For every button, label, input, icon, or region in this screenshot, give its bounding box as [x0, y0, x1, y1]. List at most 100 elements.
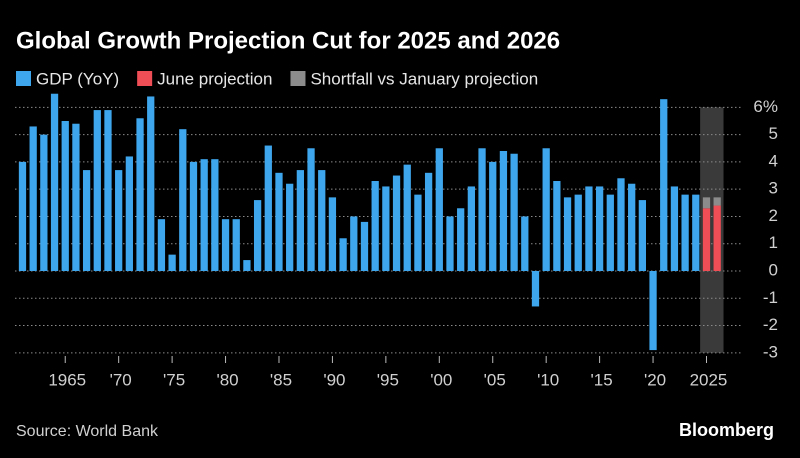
bar — [489, 161, 497, 271]
bar — [446, 216, 454, 271]
y-tick-label: 4 — [769, 151, 778, 170]
bar — [563, 197, 572, 271]
bar — [606, 194, 614, 271]
legend-label: June projection — [157, 69, 272, 88]
bar — [574, 194, 582, 271]
bar — [392, 175, 401, 271]
bar — [232, 219, 240, 271]
x-tick-label: '10 — [537, 370, 559, 389]
bar — [264, 145, 272, 271]
bar — [424, 172, 433, 271]
bar — [371, 181, 379, 271]
bar — [692, 194, 700, 271]
bar — [18, 161, 27, 271]
bar — [531, 271, 540, 307]
bar — [499, 151, 508, 271]
bar — [435, 148, 443, 271]
bar — [702, 208, 711, 271]
bar — [478, 148, 486, 271]
y-tick-label: 5 — [769, 124, 778, 143]
bar — [628, 183, 636, 271]
bar — [275, 172, 283, 271]
x-tick-label: '05 — [484, 370, 506, 389]
bar — [617, 178, 625, 271]
y-tick-label: 2 — [769, 206, 778, 225]
bar — [296, 170, 304, 271]
legend-label: GDP (YoY) — [36, 69, 119, 88]
bar — [82, 170, 91, 271]
bar — [457, 208, 465, 271]
bar — [125, 156, 133, 271]
bar — [638, 200, 646, 271]
bar — [510, 153, 518, 271]
bar — [157, 219, 166, 271]
bar — [414, 194, 422, 271]
y-tick-label: 0 — [769, 260, 778, 279]
chart-title: Global Growth Projection Cut for 2025 an… — [16, 27, 560, 54]
bar — [350, 216, 358, 271]
bar — [243, 260, 251, 271]
y-tick-label: -3 — [763, 342, 778, 361]
bar — [339, 238, 347, 271]
bar — [318, 170, 326, 271]
y-tick-label: 1 — [769, 233, 778, 252]
x-tick-label: 2025 — [690, 370, 728, 389]
bar — [670, 186, 679, 271]
bar — [328, 197, 337, 271]
bar — [585, 186, 593, 271]
bar — [104, 110, 112, 271]
x-tick-label: '80 — [216, 370, 238, 389]
x-tick-label: '95 — [377, 370, 399, 389]
legend-swatch — [290, 71, 306, 86]
x-tick-label: '15 — [591, 370, 613, 389]
bar — [115, 170, 123, 271]
bar — [702, 197, 711, 209]
bar — [179, 129, 187, 271]
x-tick-label: '90 — [323, 370, 345, 389]
bar — [93, 110, 101, 271]
source: Source: World Bank — [16, 423, 159, 440]
x-tick-label: '75 — [163, 370, 185, 389]
x-tick-label: '00 — [430, 370, 452, 389]
bar — [72, 123, 80, 272]
bar — [211, 159, 219, 271]
bar — [286, 183, 294, 271]
bar — [521, 216, 529, 271]
bar — [189, 161, 198, 271]
bar — [253, 200, 262, 271]
y-tick-label: 6% — [753, 97, 778, 116]
bar — [595, 186, 604, 271]
bar — [713, 205, 721, 271]
x-tick-label: '70 — [110, 370, 132, 389]
bar — [200, 159, 208, 271]
bar — [136, 118, 144, 271]
legend-swatch — [137, 71, 153, 86]
bar — [50, 93, 59, 272]
bar — [360, 221, 369, 271]
bar — [542, 148, 550, 271]
bar — [403, 164, 411, 271]
y-tick-label: -1 — [763, 288, 778, 307]
bar — [553, 181, 561, 271]
legend-swatch — [16, 71, 31, 86]
bar — [681, 194, 689, 271]
brand: Bloomberg — [679, 420, 774, 440]
bar — [29, 126, 37, 271]
bar — [467, 186, 475, 271]
projection-band — [700, 107, 724, 353]
bar — [147, 96, 155, 271]
bar — [307, 148, 315, 271]
bar — [713, 197, 721, 206]
bar — [168, 254, 176, 271]
y-tick-label: -2 — [763, 315, 778, 334]
bar — [61, 121, 69, 271]
bar — [649, 271, 657, 351]
x-tick-label: 1965 — [48, 370, 86, 389]
bar — [660, 99, 668, 271]
bar — [382, 186, 390, 271]
x-tick-label: '85 — [270, 370, 292, 389]
x-tick-label: '20 — [644, 370, 666, 389]
legend-label: Shortfall vs January projection — [310, 69, 538, 88]
bar — [221, 219, 230, 271]
